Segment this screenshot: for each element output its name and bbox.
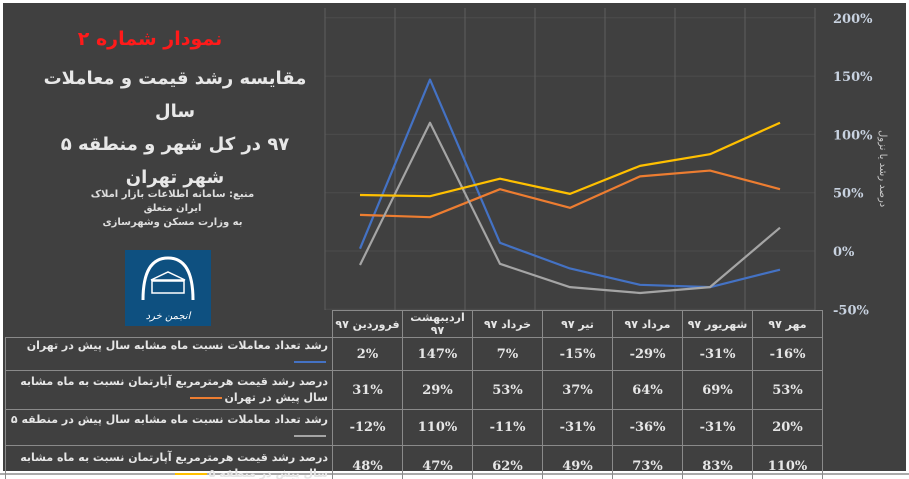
y-tick-label: 0% <box>833 245 855 260</box>
category-label: خرداد ۹۷ <box>472 310 543 338</box>
legend-swatch-icon <box>294 434 326 437</box>
series-name: درصد رشد قیمت هرمترمربع آپارتمان نسبت به… <box>20 375 328 404</box>
table-row: رشد تعداد معاملات نسبت ماه مشابه سال پیش… <box>5 409 823 446</box>
title-line: مقایسه رشد قیمت و معاملات سال <box>43 68 307 122</box>
table-corner <box>6 311 333 338</box>
value-cell: 53% <box>752 370 823 410</box>
value-cell: 73% <box>612 445 683 479</box>
value-cell: -31% <box>682 409 753 446</box>
title-line: شهر تهران <box>125 167 225 188</box>
category-label: مهر ۹۷ <box>752 310 823 338</box>
category-label: مرداد ۹۷ <box>612 310 683 338</box>
value-cell: 110% <box>402 409 473 446</box>
logo: انجمن خرد <box>125 250 211 326</box>
series-label-cell: رشد تعداد معاملات نسبت ماه مشابه سال پیش… <box>5 409 333 446</box>
value-cell: 7% <box>472 337 543 371</box>
value-cell: 2% <box>332 337 403 371</box>
value-cell: 31% <box>332 370 403 410</box>
value-cell: 29% <box>402 370 473 410</box>
series-name: رشد تعداد معاملات نسبت ماه مشابه سال پیش… <box>10 412 328 426</box>
source-note: منبع: سامانه اطلاعات بازار املاک ایران م… <box>80 188 265 230</box>
category-label: شهریور ۹۷ <box>682 310 753 338</box>
title-line: ۹۷ در کل شهر و منطقه ۵ <box>60 134 290 155</box>
value-cell: 147% <box>402 337 473 371</box>
logo-text: انجمن خرد <box>145 311 191 322</box>
value-cell: 83% <box>682 445 753 479</box>
series-line-4 <box>359 121 781 198</box>
series-line-1 <box>358 78 781 289</box>
table-header-row: فروردین ۹۷ اردیبهشت ۹۷ خرداد ۹۷ تیر ۹۷ م… <box>6 310 823 338</box>
logo-emblem-icon <box>141 256 195 301</box>
value-cell: 37% <box>542 370 613 410</box>
value-cell: 62% <box>472 445 543 479</box>
category-label: تیر ۹۷ <box>542 310 613 338</box>
value-cell: -16% <box>752 337 823 371</box>
table-row: درصد رشد قیمت هرمترمربع آپارتمان نسبت به… <box>5 445 823 479</box>
value-cell: 48% <box>332 445 403 479</box>
value-cell: -36% <box>612 409 683 446</box>
series-name: رشد تعداد معاملات نسبت ماه مشابه سال پیش… <box>26 339 328 352</box>
chart-title: مقایسه رشد قیمت و معاملات سال ۹۷ در کل ش… <box>40 62 310 194</box>
value-cell: 53% <box>472 370 543 410</box>
value-cell: -11% <box>472 409 543 446</box>
legend-swatch-icon <box>294 361 326 363</box>
series-label-cell: درصد رشد قیمت هرمترمربع آپارتمان نسبت به… <box>5 370 333 410</box>
y-tick-label: 150% <box>833 70 873 85</box>
value-cell: 69% <box>682 370 753 410</box>
y-tick-label: 50% <box>833 187 864 202</box>
series-name: درصد رشد قیمت هرمترمربع آپارتمان نسبت به… <box>20 451 328 479</box>
series-label-cell: درصد رشد قیمت هرمترمربع آپارتمان نسبت به… <box>5 445 333 479</box>
value-cell: 110% <box>752 445 823 479</box>
value-cell: 64% <box>612 370 683 410</box>
y-tick-label: -50% <box>833 303 869 318</box>
value-cell: 49% <box>542 445 613 479</box>
category-label: اردیبهشت ۹۷ <box>402 310 473 338</box>
series-label-cell: رشد تعداد معاملات نسبت ماه مشابه سال پیش… <box>5 337 333 371</box>
legend-swatch-icon <box>174 473 207 475</box>
table-row: درصد رشد قیمت هرمترمربع آپارتمان نسبت به… <box>5 370 823 410</box>
value-cell: 47% <box>402 445 473 479</box>
category-label: فروردین ۹۷ <box>332 310 403 338</box>
source-line: منبع: سامانه اطلاعات بازار املاک ایران م… <box>90 189 255 214</box>
y-tick-label: 200% <box>833 12 873 27</box>
value-cell: -12% <box>332 409 403 446</box>
value-cell: -15% <box>542 337 613 371</box>
table-row: رشد تعداد معاملات نسبت ماه مشابه سال پیش… <box>5 337 823 371</box>
legend-swatch-icon <box>190 397 223 399</box>
data-table: فروردین ۹۷ اردیبهشت ۹۷ خرداد ۹۷ تیر ۹۷ م… <box>5 310 823 479</box>
value-cell: -31% <box>542 409 613 446</box>
y-axis-title: درصد رشد یا نزول <box>877 130 888 208</box>
value-cell: 20% <box>752 409 823 446</box>
y-tick-label: 100% <box>833 128 873 143</box>
chart-number: نمودار شماره ۲ <box>77 28 223 50</box>
source-line: به وزارت مسکن وشهرسازی <box>102 217 243 228</box>
value-cell: -29% <box>612 337 683 371</box>
value-cell: -31% <box>682 337 753 371</box>
